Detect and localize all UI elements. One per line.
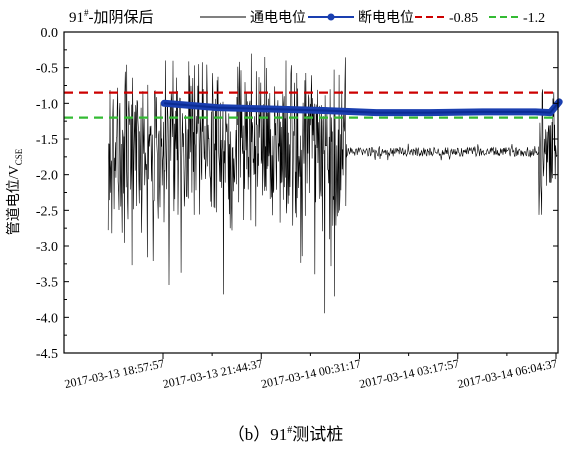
y-axis-label-main: 管道电位/V (6, 165, 22, 235)
caption-prefix: （b）91 (227, 425, 288, 444)
y-tick-label: -2.0 (36, 169, 58, 184)
legend-label-off: 断电电位 (358, 10, 414, 26)
y-tick-label: -3.5 (36, 276, 58, 291)
y-tick-label: -0.5 (36, 62, 58, 77)
legend-label-12: -1.2 (523, 11, 545, 26)
legend-label-on: 通电电位 (250, 10, 306, 26)
y-tick-label: 0.0 (41, 26, 59, 41)
caption-suffix: 测试桩 (292, 425, 344, 444)
legend-marker-off (327, 13, 335, 21)
caption-superscript: # (287, 425, 293, 436)
x-tick-label: 2017-03-14 00:31:17 (260, 356, 362, 391)
legend-label-085: -0.85 (449, 11, 478, 26)
y-tick-label: -3.0 (36, 240, 58, 255)
series-on-potential (107, 53, 558, 314)
x-tick-label: 2017-03-14 06:04:37 (456, 356, 558, 391)
y-tick-label: -4.5 (36, 347, 58, 362)
legend: 通电电位 断电电位 -0.85 -1.2 (200, 10, 545, 26)
chart: 0.0-0.5-1.0-1.5-2.0-2.5-3.0-3.5-4.0-4.5 … (6, 8, 563, 391)
y-axis: 0.0 -0.5 -1.0 -1.5 -2.0 -2.5 -3.0 -3.5 -4.0 -4.5 (36, 26, 558, 362)
x-tick-label: 2017-03-14 03:17:57 (358, 356, 460, 391)
figure-caption: （b）91#测试桩 (0, 420, 571, 445)
chart-title: 91#-加阴保后 (69, 8, 154, 26)
y-tick-label: -4.0 (36, 311, 58, 326)
x-tick-label: 2017-03-13 21:44:37 (162, 356, 264, 391)
y-tick-label: -1.0 (36, 97, 58, 112)
y-axis-label: 管道电位/VCSE (6, 148, 24, 235)
series-off-potential-core (164, 101, 560, 114)
plot-frame (63, 31, 559, 354)
y-tick-label: -1.5 (36, 133, 58, 148)
chart-title-suffix: -加阴保后 (89, 9, 154, 26)
plot-data (64, 53, 563, 314)
chart-title-superscript: # (84, 8, 89, 18)
x-tick-label: 2017-03-13 18:57:57 (63, 356, 165, 391)
y-axis-label-subscript: CSE (14, 148, 24, 165)
y-tick-label: -2.5 (36, 204, 58, 219)
chart-title-number: 91 (69, 10, 84, 26)
